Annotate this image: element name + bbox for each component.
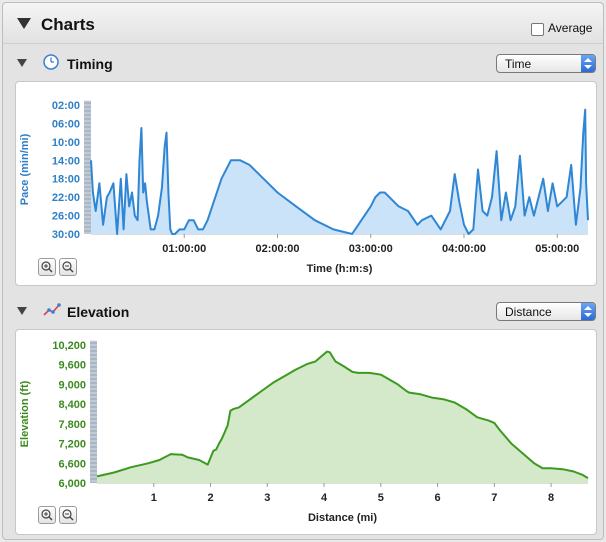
timing-title: Timing: [67, 56, 113, 72]
y-tick-label: 18:00: [52, 174, 80, 186]
collapse-elevation-icon[interactable]: [17, 307, 27, 315]
series-area: [91, 109, 588, 234]
y-tick-label: 9,000: [58, 379, 86, 391]
timing-zoom-out-button[interactable]: [59, 258, 77, 276]
y-tick-label: 6,600: [58, 458, 86, 470]
elevation-zoom-out-button[interactable]: [59, 506, 77, 524]
average-checkbox[interactable]: [531, 23, 544, 36]
y-tick-label: 22:00: [52, 192, 80, 204]
y-axis-label: Pace (min/mi): [19, 133, 31, 205]
y-axis-label: Elevation (ft): [19, 380, 31, 447]
x-tick-label: 6: [435, 492, 441, 504]
y-tick-label: 06:00: [52, 118, 80, 130]
elevation-section-header: Elevation Distance: [9, 295, 597, 325]
zoom-in-icon: [41, 261, 53, 273]
x-axis-label: Time (h:m:s): [307, 263, 373, 275]
elevation-profile-icon: [43, 303, 61, 316]
timing-zoom-in-button[interactable]: [38, 258, 56, 276]
collapse-charts-icon[interactable]: [17, 18, 31, 29]
y-tick-label: 10,200: [52, 340, 86, 352]
y-tick-label: 30:00: [52, 229, 80, 241]
x-tick-label: 05:00:00: [535, 243, 579, 255]
series-line: [96, 350, 589, 479]
y-tick-label: 6,000: [58, 478, 86, 490]
y-tick-label: 7,800: [58, 419, 86, 431]
series-area: [97, 351, 588, 483]
y-axis-bar: [90, 341, 97, 483]
x-tick-label: 8: [548, 492, 554, 504]
x-axis-label: Distance (mi): [308, 512, 377, 524]
y-tick-label: 8,400: [58, 399, 86, 411]
select-arrows-icon: [581, 303, 595, 320]
elevation-chart[interactable]: 10,200 9,600 9,000 8,400 7,800 7,200 6,600 6,00…: [16, 330, 594, 530]
charts-title: Charts: [41, 15, 95, 34]
timing-chart[interactable]: 02:00 06:00 10:00 14:00 18:00 22:00 26:00 30:00…: [16, 82, 594, 282]
y-tick-label: 10:00: [52, 137, 80, 149]
charts-header: Charts Average: [3, 3, 603, 44]
x-tick-label: 5: [378, 492, 384, 504]
timing-select-value: Time: [505, 57, 532, 71]
zoom-out-icon: [62, 261, 74, 273]
x-tick-label: 04:00:00: [442, 243, 486, 255]
y-tick-label: 14:00: [52, 155, 80, 167]
elevation-title: Elevation: [67, 304, 130, 320]
x-tick-label: 2: [207, 492, 213, 504]
x-tick-label: 03:00:00: [349, 243, 393, 255]
elevation-chart-panel: 10,200 9,600 9,000 8,400 7,800 7,200 6,600 6,00…: [15, 329, 597, 535]
average-label[interactable]: Average: [548, 21, 593, 35]
x-tick-label: 1: [151, 492, 157, 504]
x-tick-label: 02:00:00: [255, 243, 299, 255]
y-tick-label: 26:00: [52, 211, 80, 223]
x-tick-label: 4: [321, 492, 328, 504]
x-tick-label: 7: [491, 492, 497, 504]
zoom-out-icon: [62, 509, 74, 521]
collapse-timing-icon[interactable]: [17, 59, 27, 67]
select-arrows-icon: [581, 55, 595, 72]
y-tick-label: 02:00: [52, 100, 80, 112]
zoom-in-icon: [41, 509, 53, 521]
elevation-zoom-in-button[interactable]: [38, 506, 56, 524]
clock-icon: [43, 54, 59, 70]
timing-x-axis-select[interactable]: Time: [496, 54, 596, 73]
x-tick-label: 3: [264, 492, 270, 504]
y-tick-label: 9,600: [58, 360, 86, 372]
y-tick-label: 7,200: [58, 439, 86, 451]
series-line: [90, 108, 589, 235]
y-axis-bar: [84, 101, 91, 234]
elevation-x-axis-select[interactable]: Distance: [496, 302, 596, 321]
timing-chart-panel: 02:00 06:00 10:00 14:00 18:00 22:00 26:00 30:00…: [15, 81, 597, 286]
elevation-select-value: Distance: [505, 305, 552, 319]
timing-section-header: Timing Time: [9, 47, 597, 77]
x-tick-label: 01:00:00: [162, 243, 206, 255]
